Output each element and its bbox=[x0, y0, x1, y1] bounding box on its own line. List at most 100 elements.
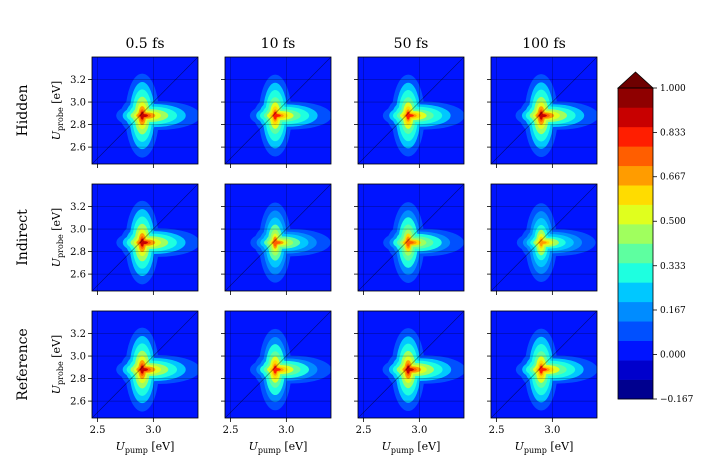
x-tick-label: 2.5 bbox=[90, 425, 106, 436]
colorbar-segment-6 bbox=[618, 282, 653, 303]
negative-region bbox=[358, 118, 377, 164]
x-tick-label: 3.0 bbox=[278, 425, 294, 436]
heatmap-panel-8 bbox=[487, 183, 598, 295]
y-tick-label: 3.2 bbox=[70, 75, 86, 86]
x-tick-label: 3.0 bbox=[544, 425, 560, 436]
diagonal-line bbox=[92, 311, 198, 418]
negative-region bbox=[358, 245, 377, 291]
row-title: Hidden bbox=[15, 85, 31, 137]
y-axis-label: Uprobe [eV] bbox=[50, 335, 65, 394]
contour-level-8 bbox=[139, 111, 149, 120]
y-tick-label: 2.8 bbox=[70, 120, 86, 131]
colorbar-tick-label: −0.167 bbox=[660, 395, 694, 405]
negative-region bbox=[92, 118, 111, 164]
y-tick-label: 3.0 bbox=[70, 98, 86, 109]
negative-region bbox=[491, 372, 510, 418]
colorbar-segment-5 bbox=[618, 301, 653, 322]
colorbar-segment-1 bbox=[618, 379, 653, 400]
diagonal-line bbox=[225, 311, 331, 418]
negative-region bbox=[491, 118, 510, 164]
diagonal-line bbox=[358, 184, 464, 291]
heatmap-panel-1: 2.6 2.8 3.0 3.2 0.5 fs Uprobe [eV] Hidden bbox=[15, 36, 199, 168]
column-title: 0.5 fs bbox=[125, 36, 164, 52]
x-tick-label: 3.0 bbox=[411, 425, 427, 436]
column-title: 10 fs bbox=[261, 36, 296, 52]
contour-level-8 bbox=[139, 238, 148, 247]
x-tick-label: 2.5 bbox=[356, 425, 372, 436]
heatmap-panel-10: 2.5 3.0 Upump [eV] bbox=[221, 310, 332, 455]
contour-level-8 bbox=[538, 238, 547, 247]
panel-frame bbox=[91, 56, 199, 165]
colorbar-tick-label: 0.333 bbox=[660, 262, 686, 272]
colorbar-tick-label: 0.500 bbox=[660, 217, 686, 227]
diagonal-line bbox=[491, 184, 597, 291]
column-title: 100 fs bbox=[522, 36, 566, 52]
colorbar-segment-3 bbox=[618, 340, 653, 361]
panel-frame bbox=[91, 183, 199, 292]
y-tick-label: 2.8 bbox=[70, 247, 86, 258]
contour-level-8 bbox=[272, 365, 281, 374]
heatmap-panel-2: 10 fs bbox=[221, 36, 332, 168]
heatmap-panel-11: 2.5 3.0 Upump [eV] bbox=[354, 310, 465, 455]
panel-frame bbox=[224, 56, 332, 165]
y-tick-label: 3.2 bbox=[70, 329, 86, 340]
colorbar-tick-label: 0.667 bbox=[660, 173, 686, 183]
x-axis-label: Upump [eV] bbox=[116, 440, 175, 455]
x-tick-label: 3.0 bbox=[145, 425, 161, 436]
panel-frame bbox=[490, 183, 598, 292]
negative-region bbox=[358, 372, 377, 418]
panel-frame bbox=[357, 310, 465, 419]
negative-region bbox=[92, 245, 111, 291]
colorbar-segment-2 bbox=[618, 360, 653, 380]
colorbar-segment-7 bbox=[618, 262, 653, 283]
colorbar-tick-label: 0.167 bbox=[660, 306, 686, 316]
diagonal-line bbox=[358, 57, 464, 164]
y-tick-label: 2.8 bbox=[70, 374, 86, 385]
x-tick-label: 2.5 bbox=[223, 425, 239, 436]
colorbar-segment-4 bbox=[618, 321, 653, 341]
colorbar-segment-16 bbox=[618, 88, 653, 108]
y-tick-label: 3.0 bbox=[70, 352, 86, 363]
diagonal-line bbox=[491, 57, 597, 164]
panel-frame bbox=[224, 183, 332, 292]
contour-level-8 bbox=[538, 365, 547, 374]
colorbar-segment-12 bbox=[618, 165, 653, 186]
panel-frame bbox=[357, 56, 465, 165]
x-axis-label: Upump [eV] bbox=[249, 440, 308, 455]
diagonal-line bbox=[358, 311, 464, 418]
colorbar-segment-10 bbox=[618, 204, 653, 225]
diagonal-line bbox=[225, 57, 331, 164]
panel-frame bbox=[490, 56, 598, 165]
y-tick-label: 2.6 bbox=[70, 397, 86, 408]
panel-frame bbox=[224, 310, 332, 419]
heatmap-panel-6 bbox=[221, 183, 332, 295]
colorbar-segment-13 bbox=[618, 146, 653, 167]
y-tick-label: 3.2 bbox=[70, 202, 86, 213]
colorbar-segment-14 bbox=[618, 126, 653, 147]
x-tick-label: 2.5 bbox=[489, 425, 505, 436]
diagonal-line bbox=[92, 184, 198, 291]
contour-level-8 bbox=[405, 365, 414, 374]
panel-grid: 2.6 2.8 3.0 3.2 0.5 fs Uprobe [eV] Hidden 10 fs… bbox=[15, 36, 598, 455]
colorbar-tick-label: 1.000 bbox=[660, 84, 686, 94]
row-title: Indirect bbox=[15, 209, 31, 266]
diagonal-line bbox=[225, 184, 331, 291]
diagonal-line bbox=[92, 57, 198, 164]
colorbar-segment-11 bbox=[618, 185, 653, 205]
negative-region bbox=[225, 118, 244, 164]
negative-region bbox=[225, 372, 244, 418]
panel-frame bbox=[490, 310, 598, 419]
x-axis-label: Upump [eV] bbox=[515, 440, 574, 455]
heatmap-panel-7 bbox=[354, 183, 465, 295]
diagonal-line bbox=[491, 311, 597, 418]
negative-region bbox=[225, 245, 244, 291]
colorbar: −0.167 0.000 0.167 0.333 0.500 0.667 0.833 1.00… bbox=[616, 71, 694, 405]
contour-level-8 bbox=[538, 111, 547, 120]
negative-region bbox=[92, 372, 111, 418]
heatmap-panel-3: 50 fs bbox=[354, 36, 465, 168]
y-tick-label: 2.6 bbox=[70, 270, 86, 281]
y-axis-label: Uprobe [eV] bbox=[50, 208, 65, 267]
y-axis-label: Uprobe [eV] bbox=[50, 81, 65, 140]
colorbar-tick-label: 0.833 bbox=[660, 129, 686, 139]
